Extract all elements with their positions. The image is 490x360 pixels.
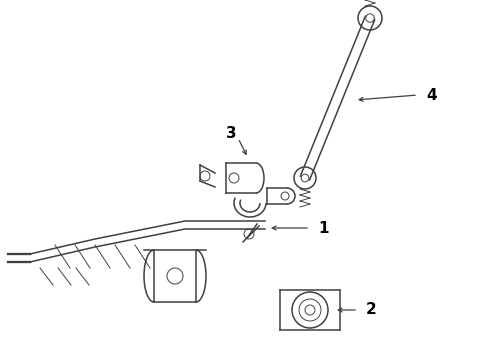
Text: 4: 4: [426, 87, 437, 103]
Text: 2: 2: [366, 302, 377, 318]
Text: 3: 3: [226, 126, 237, 140]
Text: 1: 1: [318, 220, 328, 235]
